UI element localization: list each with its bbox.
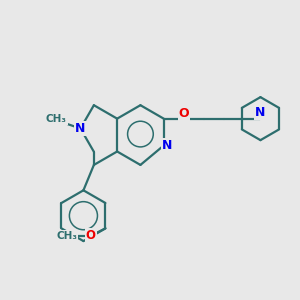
Text: CH₃: CH₃ (56, 231, 77, 241)
Text: CH₃: CH₃ (46, 114, 67, 124)
Text: N: N (75, 122, 85, 135)
Text: O: O (85, 230, 96, 242)
Text: N: N (255, 106, 266, 118)
Text: N: N (161, 139, 172, 152)
Text: O: O (178, 107, 189, 120)
